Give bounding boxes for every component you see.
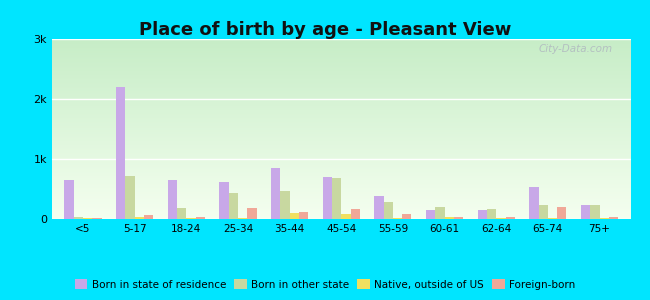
- Bar: [590, 205, 599, 219]
- Bar: [280, 191, 290, 219]
- Bar: [402, 214, 411, 219]
- Bar: [426, 210, 436, 219]
- Bar: [187, 218, 196, 219]
- Bar: [177, 208, 187, 219]
- Bar: [299, 212, 308, 219]
- Bar: [83, 218, 92, 219]
- Bar: [454, 217, 463, 219]
- Bar: [393, 218, 402, 219]
- Bar: [238, 218, 247, 219]
- Bar: [168, 180, 177, 219]
- Bar: [135, 217, 144, 219]
- Bar: [445, 217, 454, 219]
- Bar: [487, 209, 496, 219]
- Bar: [436, 207, 445, 219]
- Bar: [229, 193, 238, 219]
- Bar: [539, 205, 548, 219]
- Bar: [290, 213, 299, 219]
- Bar: [64, 180, 73, 219]
- Bar: [125, 176, 135, 219]
- Bar: [506, 217, 515, 219]
- Bar: [322, 177, 332, 219]
- Bar: [478, 210, 487, 219]
- Bar: [557, 207, 566, 219]
- Bar: [581, 205, 590, 219]
- Text: Place of birth by age - Pleasant View: Place of birth by age - Pleasant View: [139, 21, 511, 39]
- Bar: [332, 178, 341, 219]
- Bar: [350, 209, 360, 219]
- Legend: Born in state of residence, Born in other state, Native, outside of US, Foreign-: Born in state of residence, Born in othe…: [73, 278, 577, 292]
- Bar: [529, 187, 539, 219]
- Bar: [599, 218, 609, 219]
- Bar: [384, 202, 393, 219]
- Bar: [247, 208, 257, 219]
- Bar: [496, 218, 506, 219]
- Bar: [548, 218, 557, 219]
- Bar: [609, 217, 618, 219]
- Bar: [374, 196, 384, 219]
- Text: City-Data.com: City-Data.com: [539, 44, 613, 54]
- Bar: [271, 168, 280, 219]
- Bar: [144, 215, 153, 219]
- Bar: [73, 217, 83, 219]
- Bar: [196, 217, 205, 219]
- Bar: [116, 87, 125, 219]
- Bar: [92, 218, 101, 219]
- Bar: [219, 182, 229, 219]
- Bar: [341, 214, 350, 219]
